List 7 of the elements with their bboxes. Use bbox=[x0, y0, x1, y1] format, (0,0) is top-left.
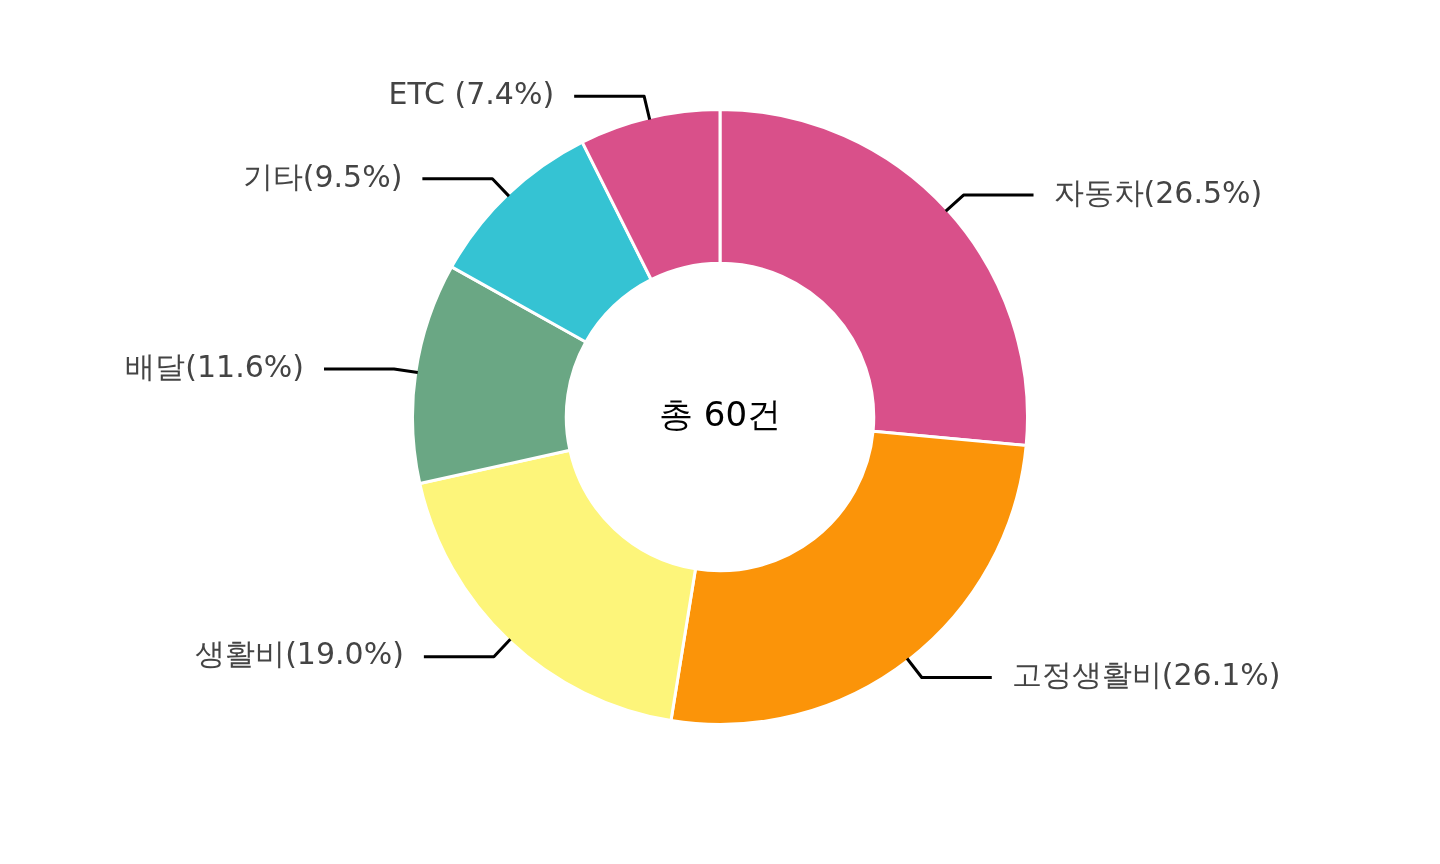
slice-label: ETC (7.4%) bbox=[388, 76, 555, 112]
slice-label: 생활비(19.0%) bbox=[195, 636, 404, 672]
slice-label: 기타(9.5%) bbox=[242, 158, 403, 194]
text: 총 60건 bbox=[658, 393, 782, 434]
slice-label: 자동차(26.5%) bbox=[1053, 174, 1263, 210]
slice-label: 배달(11.6%) bbox=[125, 348, 304, 384]
slice-label: 고정생활비(26.1%) bbox=[1011, 657, 1281, 693]
